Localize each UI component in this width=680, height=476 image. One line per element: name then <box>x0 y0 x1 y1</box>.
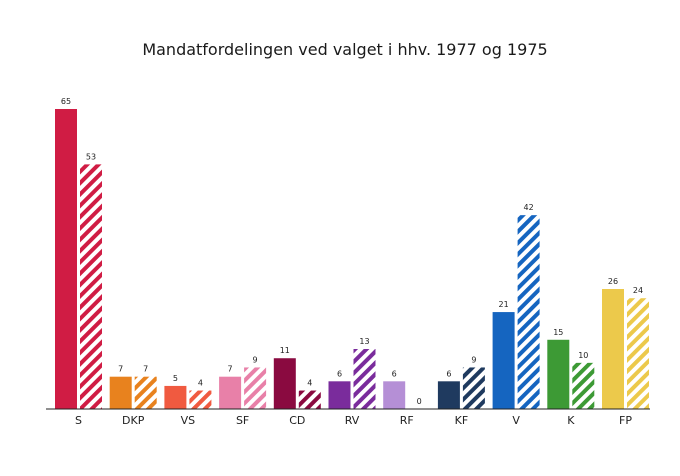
value-label-v-series-1: 21 <box>499 300 509 309</box>
bar-dkp-series-2 <box>134 376 157 409</box>
value-label-dkp-series-1: 7 <box>118 365 123 374</box>
bar-cd-series-1 <box>273 358 296 409</box>
value-label-vs-series-1: 5 <box>173 374 178 383</box>
bar-v-series-2 <box>517 215 540 409</box>
bar-rf-series-1 <box>383 381 406 409</box>
value-label-k-series-1: 15 <box>553 328 563 337</box>
bar-vs-series-2 <box>189 390 212 409</box>
value-label-vs-series-2: 4 <box>198 379 203 388</box>
bar-fp-series-1 <box>602 289 624 409</box>
bar-dkp-series-1 <box>109 376 132 409</box>
value-label-fp-series-1: 26 <box>608 277 618 286</box>
category-label-cd: CD <box>289 414 305 427</box>
category-label-dkp: DKP <box>122 414 145 427</box>
value-label-v-series-2: 42 <box>524 203 534 212</box>
value-label-rv-series-2: 13 <box>359 337 369 346</box>
bars-group <box>55 109 649 409</box>
bar-k-series-2 <box>572 362 595 409</box>
category-label-rv: RV <box>345 414 360 427</box>
category-label-k: K <box>567 414 575 427</box>
bar-fp-series-2 <box>627 298 649 409</box>
value-label-s-series-1: 65 <box>61 97 71 106</box>
value-label-k-series-2: 10 <box>578 351 588 360</box>
category-label-kf: KF <box>455 414 469 427</box>
value-label-sf-series-2: 9 <box>253 355 258 364</box>
bar-rv-series-2 <box>353 349 376 409</box>
value-label-rf-series-1: 6 <box>392 369 397 378</box>
bar-cd-series-2 <box>298 390 321 409</box>
value-label-s-series-2: 53 <box>86 152 96 161</box>
bar-rv-series-1 <box>328 381 351 409</box>
bar-sf-series-1 <box>219 376 242 409</box>
category-label-fp: FP <box>619 414 632 427</box>
value-label-kf-series-2: 9 <box>471 355 476 364</box>
value-label-kf-series-1: 6 <box>446 369 451 378</box>
value-label-fp-series-2: 24 <box>633 286 643 295</box>
bar-sf-series-2 <box>244 367 267 409</box>
category-label-rf: RF <box>400 414 414 427</box>
value-label-cd-series-1: 11 <box>280 346 290 355</box>
value-label-rf-series-2: 0 <box>417 397 422 406</box>
bar-v-series-1 <box>492 312 515 409</box>
category-labels-group: S DKP VS SF CD RV RF KF V K FP <box>75 414 632 427</box>
bar-s-series-2 <box>80 164 102 409</box>
bar-kf-series-2 <box>462 367 485 409</box>
value-label-sf-series-1: 7 <box>228 365 233 374</box>
bar-s-series-1 <box>55 109 77 409</box>
category-label-s: S <box>75 414 82 427</box>
chart-title: Mandatfordelingen ved valget i hhv. 1977… <box>142 40 547 59</box>
category-label-v: V <box>512 414 520 427</box>
value-labels-group: 65 53 7 7 5 4 7 9 11 4 6 13 6 0 6 9 21 42 15 10 26 24 <box>61 97 643 406</box>
category-label-vs: VS <box>181 414 196 427</box>
bar-k-series-1 <box>547 339 570 409</box>
value-label-cd-series-2: 4 <box>307 379 312 388</box>
bar-vs-series-1 <box>164 385 187 409</box>
bar-kf-series-1 <box>437 381 460 409</box>
value-label-dkp-series-2: 7 <box>143 365 148 374</box>
category-label-sf: SF <box>236 414 249 427</box>
value-label-rv-series-1: 6 <box>337 369 342 378</box>
